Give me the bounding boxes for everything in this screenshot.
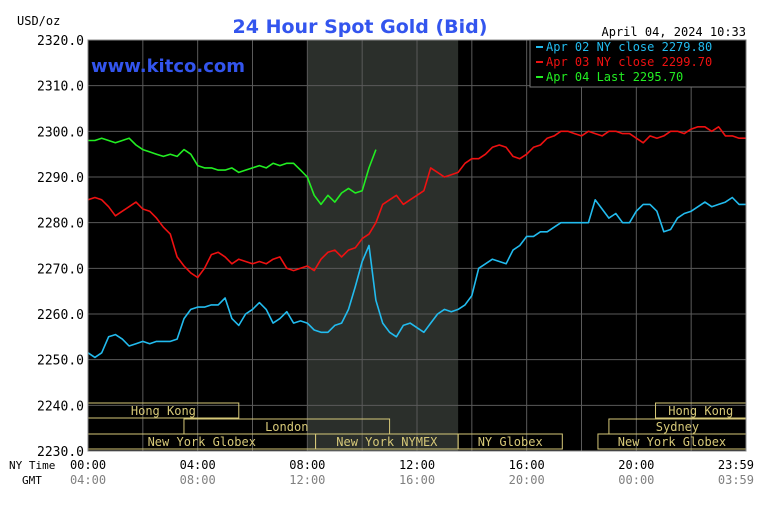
y-tick-label: 2240.0 — [37, 399, 84, 414]
y-axis-unit-label: USD/oz — [17, 14, 60, 28]
market-sessions: Hong Kong London New York Globex New York N… — [87, 402, 747, 450]
session-label: Hong Kong — [668, 404, 733, 418]
session-label: Hong Kong — [131, 404, 196, 418]
y-tick-label: 2300.0 — [37, 125, 84, 140]
y-tick-label: 2250.0 — [37, 354, 84, 369]
x-tick-label-ny: 20:00 — [618, 458, 654, 472]
x-tick-label-gmt: 20:00 — [509, 473, 545, 487]
series-line-apr-02 — [87, 196, 746, 359]
session-box — [457, 433, 563, 450]
session-label: New York NYMEX — [336, 435, 438, 449]
y-tick-label: 2260.0 — [37, 308, 84, 323]
session-label: London — [265, 420, 308, 434]
x-tick-label-ny: 23:59 — [718, 458, 754, 472]
legend-entry: Apr 04 Last 2295.70 — [546, 70, 683, 84]
gmt-label: GMT — [22, 474, 42, 487]
nymex-session-highlight — [307, 40, 459, 451]
x-tick-label-ny: 12:00 — [399, 458, 435, 472]
x-tick-label-ny: 00:00 — [70, 458, 106, 472]
x-tick-label-gmt: 16:00 — [399, 473, 435, 487]
x-tick-label-gmt: 12:00 — [289, 473, 325, 487]
x-tick-label-gmt: 03:59 — [718, 473, 754, 487]
grid — [88, 39, 746, 452]
x-tick-label-gmt: 08:00 — [180, 473, 216, 487]
session-label: New York Globex — [148, 435, 256, 449]
session-label: Sydney — [656, 420, 699, 434]
y-tick-label: 2230.0 — [37, 445, 84, 460]
legend-box — [529, 39, 747, 88]
y-tick-label: 2270.0 — [37, 262, 84, 277]
x-tick-label-ny: 08:00 — [289, 458, 325, 472]
legend-entry: Apr 02 NY close 2279.80 — [546, 40, 712, 54]
timestamp: April 04, 2024 10:33 — [602, 25, 747, 39]
session-label: NY Globex — [478, 435, 543, 449]
y-tick-label: 2310.0 — [37, 80, 84, 95]
watermark-text: www.kitco.com — [91, 56, 245, 77]
series-line-apr-04 — [88, 137, 377, 206]
series-line-apr-03 — [87, 126, 746, 279]
x-tick-label-gmt: 04:00 — [70, 473, 106, 487]
session-label: New York Globex — [618, 435, 726, 449]
plot-border — [87, 39, 747, 452]
series-lines — [87, 126, 746, 359]
x-tick-label-gmt: 00:00 — [618, 473, 654, 487]
ny-time-label: NY Time — [9, 459, 55, 472]
legend-entry: Apr 03 NY close 2299.70 — [546, 55, 712, 69]
y-tick-label: 2320.0 — [37, 34, 84, 49]
y-tick-label: 2280.0 — [37, 217, 84, 232]
y-tick-label: 2290.0 — [37, 171, 84, 186]
x-tick-label-ny: 16:00 — [509, 458, 545, 472]
axes: 2320.0 2310.0 2300.0 2290.0 2280.0 2270.0 2260… — [37, 34, 754, 487]
x-tick-label-ny: 04:00 — [180, 458, 216, 472]
chart-title: 24 Hour Spot Gold (Bid) — [233, 16, 488, 38]
